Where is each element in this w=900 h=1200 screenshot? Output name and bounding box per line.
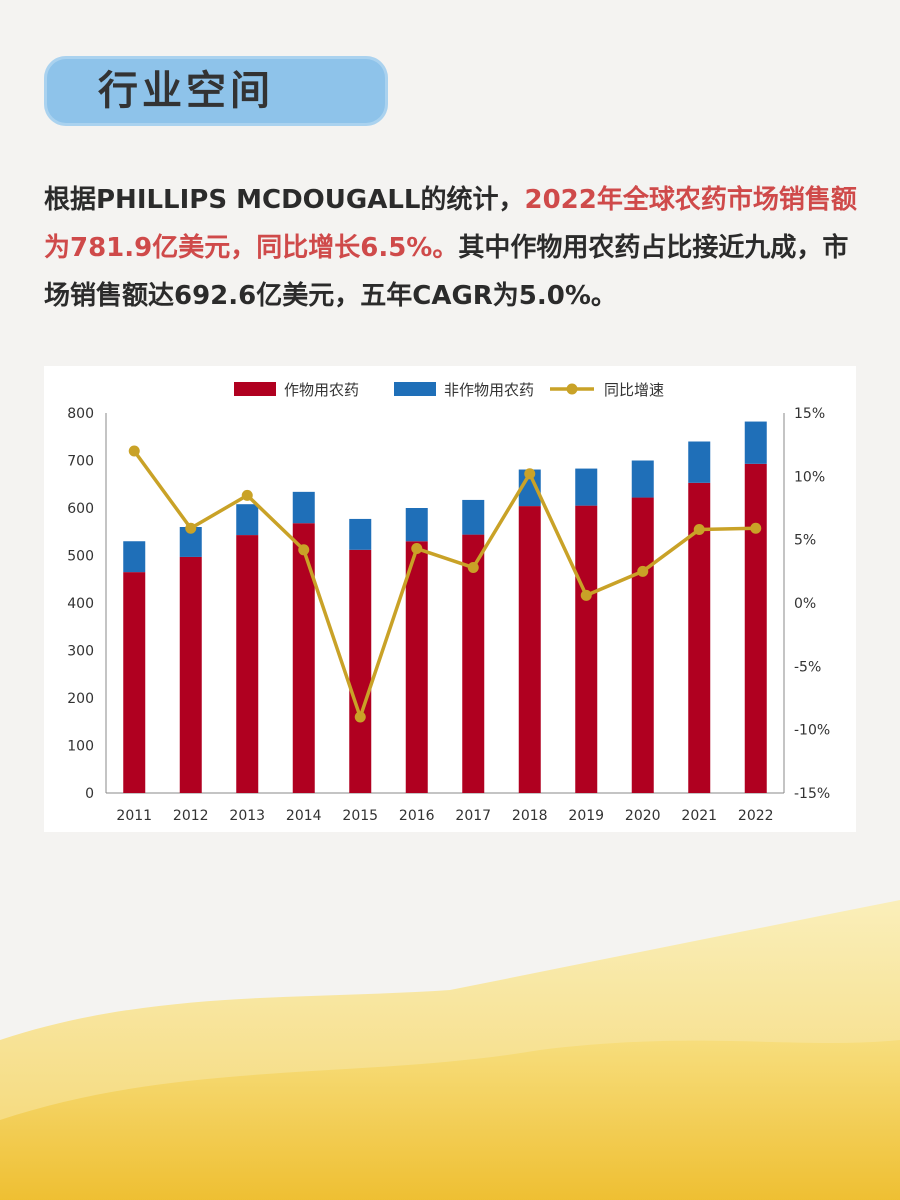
- left-axis-tick-label: 200: [67, 691, 94, 707]
- bar-noncrop-pesticide: [292, 491, 315, 524]
- bar-crop-pesticide: [292, 523, 315, 793]
- legend-label-crop: 作物用农药: [284, 381, 359, 399]
- legend-swatch-crop: [234, 382, 276, 396]
- bar-noncrop-pesticide: [688, 441, 711, 483]
- growth-rate-point: [241, 489, 253, 501]
- x-axis-tick-label: 2013: [229, 808, 265, 824]
- left-axis-tick-label: 700: [67, 454, 94, 470]
- intro-highlight: 2022年全球农药市场销售额为781.9亿美元，同比增长6.5%。: [44, 185, 857, 263]
- section-title: 行业空间: [98, 68, 274, 114]
- growth-rate-point: [693, 524, 705, 536]
- bar-crop-pesticide: [575, 505, 598, 793]
- growth-rate-point: [467, 562, 479, 574]
- growth-rate-point: [750, 522, 762, 534]
- growth-rate-point: [580, 589, 592, 601]
- x-axis-tick-label: 2011: [116, 808, 152, 824]
- bar-crop-pesticide: [179, 556, 202, 793]
- growth-rate-point: [128, 445, 140, 457]
- bar-noncrop-pesticide: [179, 527, 202, 557]
- bar-crop-pesticide: [462, 534, 485, 793]
- bar-crop-pesticide: [236, 535, 259, 793]
- left-axis-tick-label: 100: [67, 739, 94, 755]
- bar-noncrop-pesticide: [744, 421, 767, 464]
- pesticide-market-chart: 800 700 600 500 400 300 200 100 0 15% 10% 5% 0% -5% -1…: [67, 381, 830, 824]
- x-axis-tick-label: 2017: [455, 808, 491, 824]
- bar-crop-pesticide: [123, 572, 146, 793]
- bar-noncrop-pesticide: [236, 504, 259, 536]
- x-axis-tick-label: 2016: [399, 808, 435, 824]
- left-axis-tick-label: 0: [85, 786, 94, 802]
- intro-paragraph: 根据PHILLIPS MCDOUGALL的统计，2022年全球农药市场销售额为7…: [44, 176, 864, 320]
- bar-noncrop-pesticide: [518, 469, 541, 507]
- growth-rate-point: [524, 468, 536, 480]
- bar-noncrop-pesticide: [631, 460, 654, 498]
- x-axis-tick-label: 2019: [568, 808, 604, 824]
- growth-rate-point: [298, 544, 310, 556]
- x-axis-tick-label: 2021: [681, 808, 717, 824]
- x-axis-tick-label: 2022: [738, 808, 774, 824]
- bar-noncrop-pesticide: [575, 468, 598, 506]
- left-axis-tick-label: 400: [67, 596, 94, 612]
- x-axis-tick-label: 2012: [173, 808, 209, 824]
- growth-rate-point: [411, 543, 423, 555]
- growth-rate-point: [354, 711, 366, 723]
- right-axis-tick-label: -15%: [794, 786, 830, 802]
- growth-rate-line: [132, 449, 756, 719]
- legend-label-noncrop: 非作物用农药: [444, 381, 534, 399]
- right-axis-tick-label: -5%: [794, 659, 821, 675]
- bar-crop-pesticide: [518, 506, 541, 793]
- right-axis-tick-label: 0%: [794, 596, 816, 612]
- intro-text-part2: 其中作物用农药占比接近九成，市场销售额达692.6亿美元，五年CAGR为5.0%…: [44, 233, 849, 311]
- bar-noncrop-pesticide: [123, 541, 146, 573]
- right-axis-tick-label: 15%: [794, 406, 825, 422]
- growth-rate-point: [637, 565, 649, 577]
- legend-marker-growth: [566, 383, 578, 395]
- bar-crop-pesticide: [631, 497, 654, 793]
- right-axis-tick-label: -10%: [794, 723, 830, 739]
- x-axis-tick-label: 2020: [625, 808, 661, 824]
- intro-text-part1: 根据PHILLIPS MCDOUGALL的统计，: [44, 185, 525, 215]
- x-axis-tick-label: 2018: [512, 808, 548, 824]
- bar-noncrop-pesticide: [349, 518, 372, 550]
- left-axis-tick-label: 500: [67, 549, 94, 565]
- right-axis-tick-label: 5%: [794, 533, 816, 549]
- left-axis-tick-label: 300: [67, 644, 94, 660]
- bar-crop-pesticide: [349, 549, 372, 793]
- left-axis-tick-label: 800: [67, 406, 94, 422]
- x-axis-tick-label: 2015: [342, 808, 378, 824]
- growth-rate-point: [185, 522, 197, 534]
- section-title-banner: 行业空间: [44, 56, 388, 126]
- chart-card: 800 700 600 500 400 300 200 100 0 15% 10% 5% 0% -5% -1…: [44, 366, 856, 832]
- legend-label-growth: 同比增速: [604, 381, 664, 399]
- right-axis-tick-label: 10%: [794, 469, 825, 485]
- bar-crop-pesticide: [405, 541, 428, 793]
- legend-swatch-noncrop: [394, 382, 436, 396]
- x-axis-tick-label: 2014: [286, 808, 322, 824]
- bar-crop-pesticide: [688, 482, 711, 793]
- bar-crop-pesticide: [744, 463, 767, 793]
- left-axis-tick-label: 600: [67, 501, 94, 517]
- bar-noncrop-pesticide: [405, 508, 428, 542]
- bar-noncrop-pesticide: [462, 499, 485, 535]
